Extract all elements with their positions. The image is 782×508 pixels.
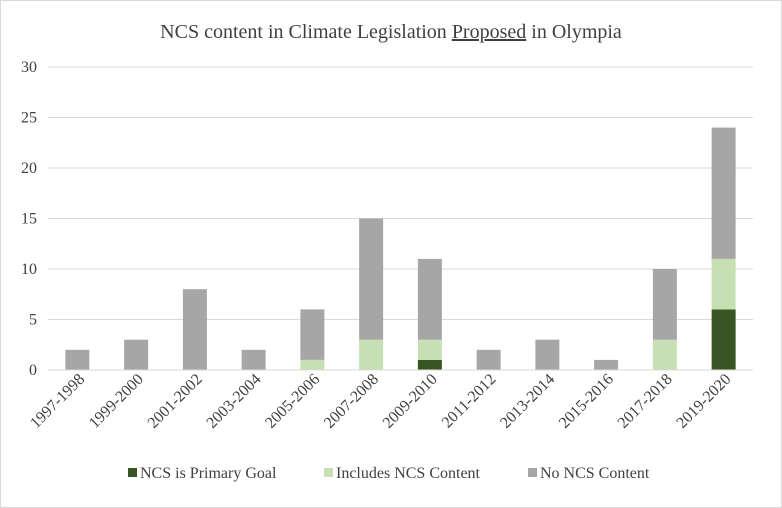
bar-2011-2012-series-3 [476,349,501,370]
legend: NCS is Primary Goal Includes NCS Content N… [128,465,650,482]
bar-2005-2006-series-3 [300,309,325,360]
y-tick-label-5: 5 [29,312,37,329]
x-tick-label-2013-2014: 2013-2014 [497,371,558,432]
gridlines [48,66,753,320]
legend-swatch-1 [128,468,137,477]
bar-2017-2018-series-2 [652,339,677,370]
bar-2019-2020-series-3 [711,127,736,259]
bar-2019-2020-series-2 [711,258,736,310]
bar-2007-2008-series-3 [359,218,384,340]
legend-swatch-2 [324,468,333,477]
bar-1999-2000-series-3 [124,339,149,370]
bar-2005-2006-series-2 [300,359,325,370]
x-tick-label-2001-2002: 2001-2002 [145,371,206,432]
y-tick-label-20: 20 [21,160,37,177]
x-axis-tick-labels: 1997-19981999-20002001-20022003-20042005… [27,371,734,432]
bar-2009-2010-series-3 [417,258,442,340]
bar-2003-2004-series-3 [241,349,266,370]
bar-2007-2008-series-2 [359,339,384,370]
x-tick-label-2005-2006: 2005-2006 [262,371,323,432]
bar-2009-2010-series-2 [417,339,442,360]
y-tick-label-30: 30 [21,59,37,76]
bars [65,127,736,370]
bar-2019-2020-series-1 [711,309,736,370]
x-tick-label-1999-2000: 1999-2000 [86,371,147,432]
x-tick-label-2019-2020: 2019-2020 [673,371,734,432]
x-tick-label-2011-2012: 2011-2012 [439,371,500,432]
legend-label-3: No NCS Content [540,465,650,482]
chart-title-underlined-word: Proposed [452,21,526,43]
x-tick-label-2017-2018: 2017-2018 [615,371,676,432]
bar-2009-2010-series-1 [417,359,442,370]
bar-2001-2002-series-3 [182,289,207,370]
bar-2015-2016-series-3 [594,359,619,370]
y-tick-label-25: 25 [21,110,37,127]
chart-title-part-2: in Olympia [526,21,622,43]
legend-label-2: Includes NCS Content [336,465,481,482]
x-tick-label-2007-2008: 2007-2008 [321,371,382,432]
x-tick-label-2009-2010: 2009-2010 [380,371,441,432]
y-axis-tick-labels: 0 5 10 15 20 25 30 [21,59,37,379]
x-tick-label-2003-2004: 2003-2004 [203,371,264,432]
bar-2017-2018-series-3 [652,269,677,340]
y-tick-label-0: 0 [29,362,37,379]
bar-2013-2014-series-3 [535,339,560,370]
y-tick-label-15: 15 [21,211,37,228]
x-tick-label-1997-1998: 1997-1998 [27,371,88,432]
chart-title-part-1: NCS content in Climate Legislation [160,21,452,43]
legend-label-1: NCS is Primary Goal [140,465,277,482]
chart-title: NCS content in Climate Legislation Propo… [160,21,622,43]
legend-swatch-3 [528,468,537,477]
x-tick-label-2015-2016: 2015-2016 [556,371,617,432]
y-tick-label-10: 10 [21,261,37,278]
bar-1997-1998-series-3 [65,349,90,370]
